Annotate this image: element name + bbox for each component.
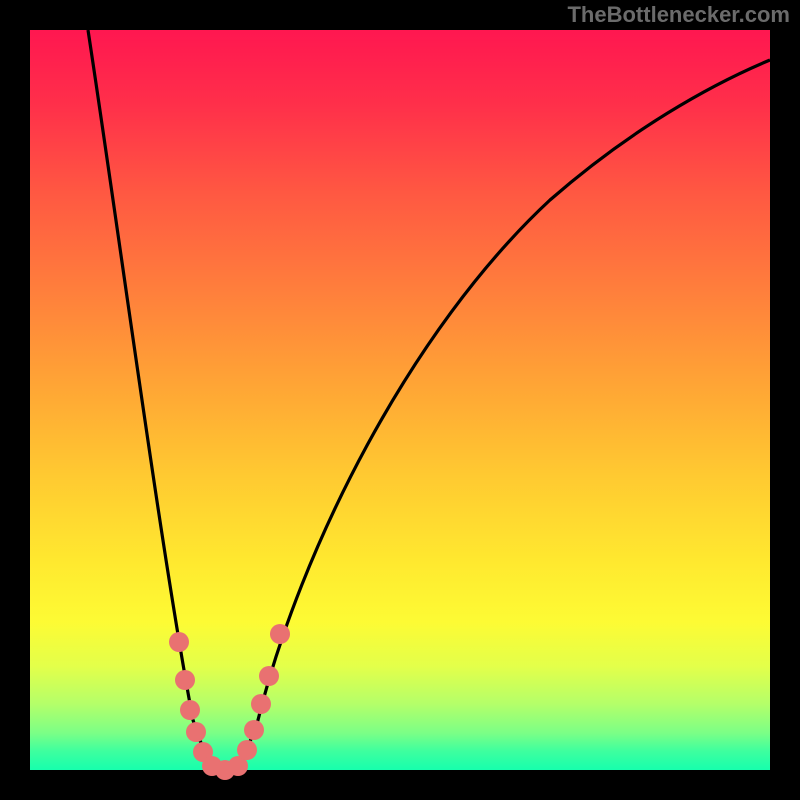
data-marker <box>180 700 200 720</box>
data-marker <box>186 722 206 742</box>
watermark-text: TheBottlenecker.com <box>567 2 790 28</box>
data-marker <box>244 720 264 740</box>
curve-layer <box>30 30 770 770</box>
curve-left-branch <box>88 30 225 770</box>
data-marker <box>169 632 189 652</box>
data-marker <box>175 670 195 690</box>
data-marker <box>270 624 290 644</box>
data-marker <box>237 740 257 760</box>
data-marker <box>259 666 279 686</box>
plot-area <box>30 30 770 770</box>
curve-right-branch <box>225 60 770 770</box>
chart-container: TheBottlenecker.com <box>0 0 800 800</box>
data-marker <box>251 694 271 714</box>
